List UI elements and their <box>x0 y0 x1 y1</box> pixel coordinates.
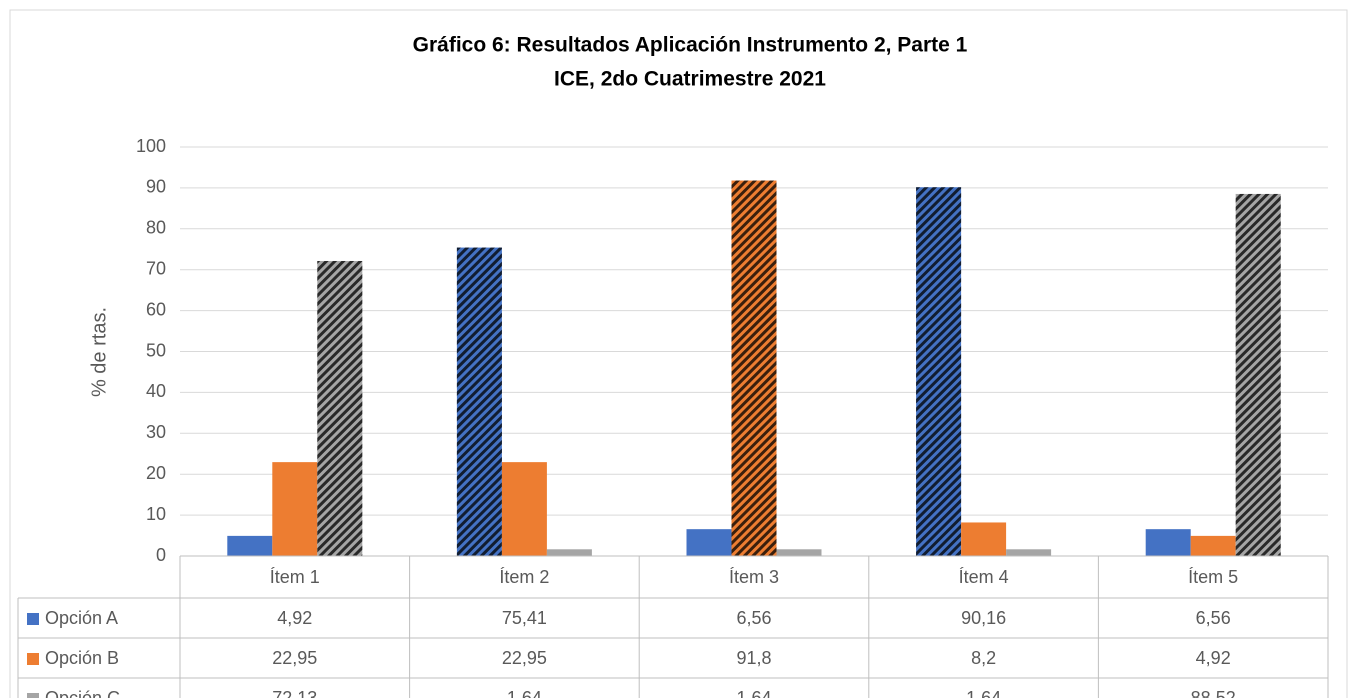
table-value: 4,92 <box>277 608 312 628</box>
x-tick-label: Ítem 5 <box>1188 567 1238 587</box>
x-tick-label: Ítem 1 <box>270 567 320 587</box>
table-value: 6,56 <box>1196 608 1231 628</box>
chart-title: Gráfico 6: Resultados Aplicación Instrum… <box>413 34 968 57</box>
legend-label: Opción C <box>45 688 120 698</box>
y-tick-label: 30 <box>146 422 166 442</box>
table-value: 4,92 <box>1196 648 1231 668</box>
legend-label: Opción A <box>45 608 118 628</box>
y-tick-label: 90 <box>146 177 166 197</box>
chart-subtitle: ICE, 2do Cuatrimestre 2021 <box>554 68 826 91</box>
bar-pattern <box>317 260 363 556</box>
table-value: 1,64 <box>966 688 1001 698</box>
bar <box>1006 549 1052 556</box>
y-tick-label: 10 <box>146 504 166 524</box>
table-value: 22,95 <box>502 648 547 668</box>
bar <box>227 535 273 556</box>
bar-pattern <box>731 180 777 556</box>
legend-swatch <box>27 613 39 625</box>
x-tick-label: Ítem 2 <box>499 567 549 587</box>
legend-swatch <box>27 693 39 698</box>
table-value: 22,95 <box>272 648 317 668</box>
bar <box>1145 529 1191 556</box>
legend-swatch <box>27 653 39 665</box>
bar-pattern <box>456 247 502 556</box>
bar-pattern <box>916 187 962 556</box>
table-value: 1,64 <box>736 688 771 698</box>
y-tick-label: 60 <box>146 299 166 319</box>
bar <box>272 462 318 556</box>
y-tick-label: 0 <box>156 545 166 565</box>
bar <box>1190 535 1236 556</box>
y-tick-label: 20 <box>146 463 166 483</box>
y-tick-label: 50 <box>146 340 166 360</box>
table-value: 90,16 <box>961 608 1006 628</box>
y-tick-label: 80 <box>146 218 166 238</box>
legend-label: Opción B <box>45 648 119 668</box>
bar <box>546 549 592 556</box>
y-tick-label: 70 <box>146 258 166 278</box>
x-tick-label: Ítem 3 <box>729 567 779 587</box>
bar <box>501 462 547 556</box>
table-value: 75,41 <box>502 608 547 628</box>
y-axis-label: % de rtas. <box>88 307 110 397</box>
table-value: 1,64 <box>507 688 542 698</box>
y-tick-label: 40 <box>146 381 166 401</box>
chart-border <box>9 9 1348 698</box>
table-value: 6,56 <box>736 608 771 628</box>
y-tick-label: 100 <box>136 136 166 156</box>
bar-pattern <box>1235 193 1281 557</box>
bar <box>776 549 822 556</box>
table-value: 91,8 <box>736 648 771 668</box>
bar <box>686 529 732 556</box>
table-value: 72,13 <box>272 688 317 698</box>
bar <box>961 522 1007 556</box>
x-tick-label: Ítem 4 <box>959 567 1009 587</box>
table-value: 88,52 <box>1191 688 1236 698</box>
table-value: 8,2 <box>971 648 996 668</box>
